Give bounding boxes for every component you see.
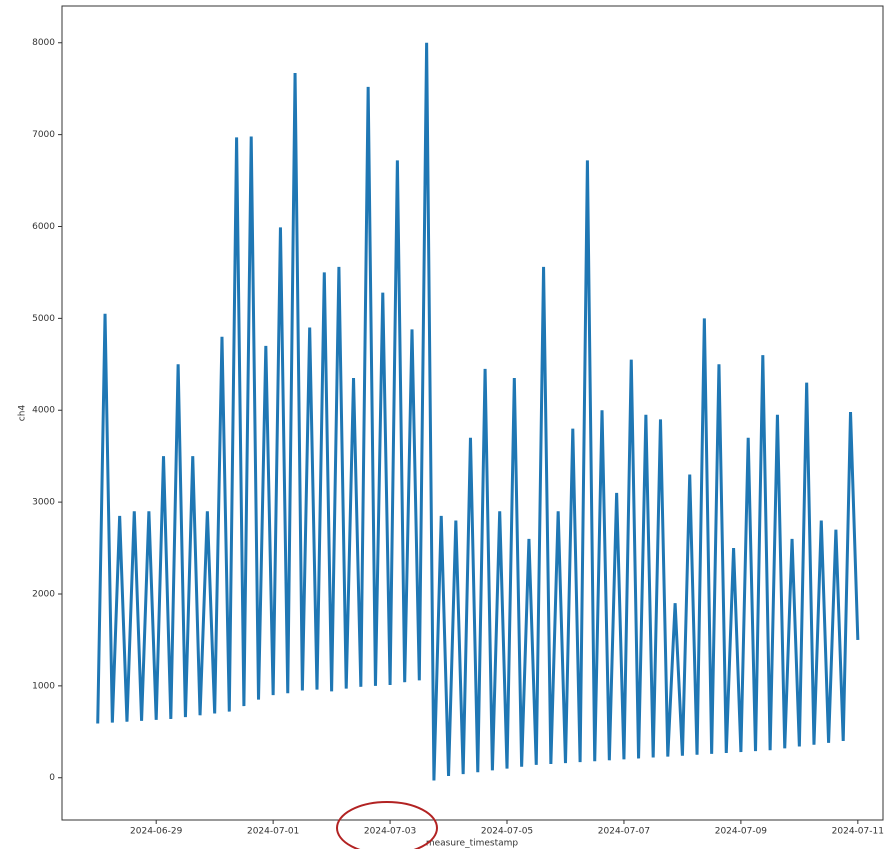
x-tick-label: 2024-07-09: [715, 827, 768, 837]
y-tick-label: 0: [49, 773, 55, 783]
highlight-circle: [336, 801, 438, 849]
y-tick-label: 6000: [32, 222, 55, 232]
data-line: [96, 42, 860, 781]
y-axis-label: ch4: [18, 405, 28, 422]
x-tick-label: 2024-07-05: [481, 827, 533, 837]
y-tick-label: 2000: [32, 589, 55, 599]
x-tick-label: 2024-06-29: [130, 827, 183, 837]
x-tick-label: 2024-07-01: [247, 827, 299, 837]
x-tick-label: 2024-07-07: [598, 827, 650, 837]
y-tick-label: 3000: [32, 498, 55, 508]
x-tick-label: 2024-07-11: [832, 827, 884, 837]
y-tick-label: 4000: [32, 406, 55, 416]
y-tick-label: 1000: [32, 681, 55, 691]
plot-frame: [61, 5, 884, 821]
y-tick-label: 8000: [32, 38, 55, 48]
x-axis-label: measure_timestamp: [426, 839, 519, 849]
y-tick-label: 7000: [32, 130, 55, 140]
x-tick-label: 2024-07-03: [364, 827, 416, 837]
y-tick-label: 5000: [32, 314, 55, 324]
